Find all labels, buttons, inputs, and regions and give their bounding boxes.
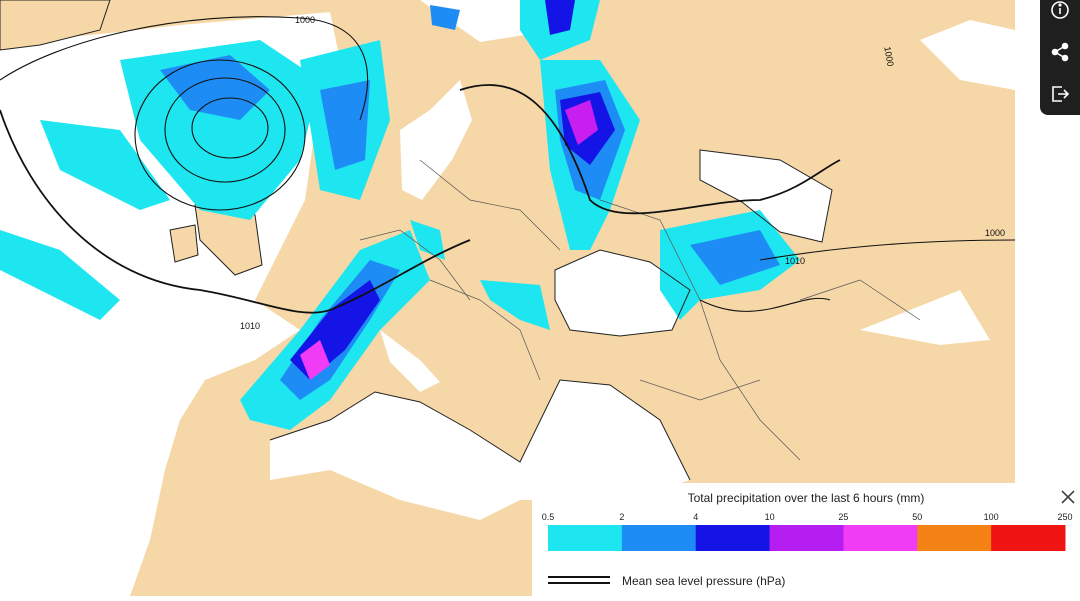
legend: Total precipitation over the last 6 hour… <box>532 483 1080 596</box>
legend-tick-label: 25 <box>838 512 848 522</box>
pressure-symbol <box>548 576 610 584</box>
exit-button[interactable] <box>1052 86 1070 102</box>
map: 1000 1010 1010 1000 1000 <box>0 0 1016 596</box>
color-segment <box>621 525 697 551</box>
legend-tick-label: 4 <box>693 512 698 522</box>
legend-tick-label: 0.5 <box>542 512 555 522</box>
isobar-label: 1010 <box>785 256 805 266</box>
legend-tick-label: 2 <box>619 512 624 522</box>
legend-tick-label: 10 <box>765 512 775 522</box>
legend-tick-label: 100 <box>984 512 999 522</box>
legend-title: Total precipitation over the last 6 hour… <box>688 491 925 505</box>
close-button[interactable] <box>1061 490 1075 504</box>
color-segment <box>991 525 1066 551</box>
toolbar-panel <box>1040 0 1080 115</box>
pressure-legend-label: Mean sea level pressure (hPa) <box>622 574 785 588</box>
borders <box>269 149 921 481</box>
isobar-label: 1000 <box>295 15 315 25</box>
isobars <box>0 16 1016 314</box>
color-segment <box>843 525 918 551</box>
isobar-label: 1000 <box>882 46 895 67</box>
share-button[interactable] <box>1051 42 1069 62</box>
color-segment <box>917 525 992 551</box>
info-button[interactable] <box>1051 1 1069 19</box>
isobar-label: 1000 <box>985 228 1005 238</box>
color-segment <box>769 525 844 551</box>
color-segment <box>548 525 623 551</box>
color-segment <box>695 525 771 551</box>
isobar-labels: 1000 1010 1010 1000 1000 <box>240 15 1005 331</box>
isobar-label: 1010 <box>240 321 260 331</box>
toolbar <box>1040 0 1080 115</box>
legend-tick-label: 50 <box>912 512 922 522</box>
legend-tick-label: 250 <box>1057 512 1072 522</box>
